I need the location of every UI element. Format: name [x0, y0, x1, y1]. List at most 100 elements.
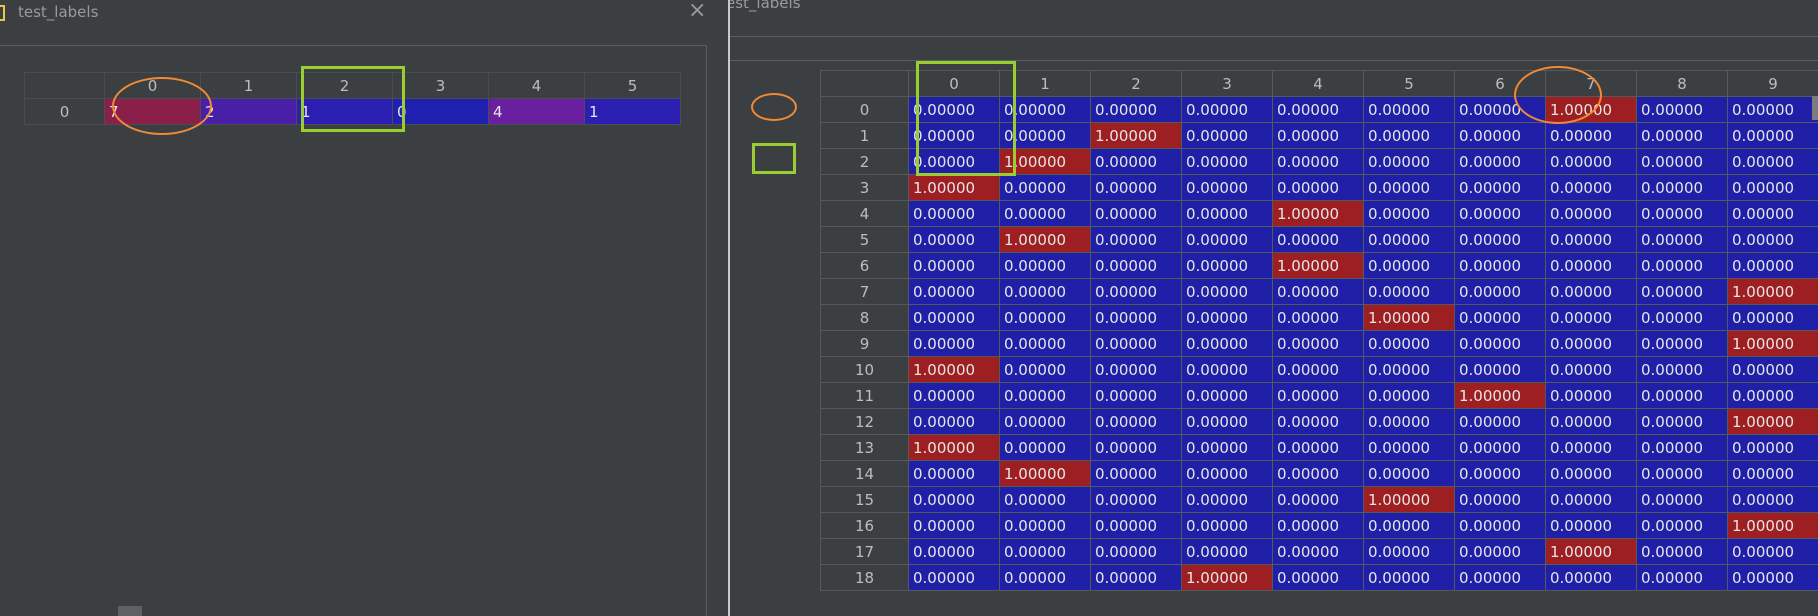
table-cell[interactable]: 0.00000 — [999, 512, 1091, 539]
table-cell[interactable]: 0.00000 — [1454, 564, 1546, 591]
table-cell[interactable]: 0.00000 — [1363, 330, 1455, 357]
table-cell[interactable]: 0.00000 — [1454, 408, 1546, 435]
table-cell[interactable]: 0.00000 — [1181, 200, 1273, 227]
column-header[interactable]: 4 — [1272, 70, 1364, 97]
table-cell[interactable]: 0.00000 — [999, 382, 1091, 409]
table-cell[interactable]: 0.00000 — [1363, 96, 1455, 123]
table-cell[interactable]: 0.00000 — [1727, 174, 1818, 201]
table-cell[interactable]: 0.00000 — [999, 200, 1091, 227]
table-cell[interactable]: 0.00000 — [1272, 512, 1364, 539]
table-cell[interactable]: 0.00000 — [1454, 486, 1546, 513]
table-cell[interactable]: 0.00000 — [999, 486, 1091, 513]
table-cell[interactable]: 0.00000 — [1636, 174, 1728, 201]
table-cell[interactable]: 1.00000 — [1727, 408, 1818, 435]
table-cell[interactable]: 0.00000 — [1636, 96, 1728, 123]
column-header[interactable]: 5 — [1363, 70, 1455, 97]
table-cell[interactable]: 0.00000 — [1272, 304, 1364, 331]
table-cell[interactable]: 1.00000 — [908, 356, 1000, 383]
table-cell[interactable]: 0.00000 — [1636, 200, 1728, 227]
row-header[interactable]: 9 — [820, 330, 909, 357]
table-cell[interactable]: 0.00000 — [1181, 278, 1273, 305]
table-cell[interactable]: 0.00000 — [999, 278, 1091, 305]
table-cell[interactable]: 2 — [200, 98, 297, 125]
table-cell[interactable]: 0.00000 — [999, 564, 1091, 591]
table-cell[interactable]: 1.00000 — [1363, 486, 1455, 513]
row-header[interactable]: 16 — [820, 512, 909, 539]
table-cell[interactable]: 0.00000 — [999, 434, 1091, 461]
table-cell[interactable]: 0.00000 — [1090, 486, 1182, 513]
column-header[interactable]: 0 — [908, 70, 1000, 97]
table-cell[interactable]: 0.00000 — [1545, 408, 1637, 435]
table-cell[interactable]: 0.00000 — [1090, 148, 1182, 175]
table-cell[interactable]: 0.00000 — [1636, 460, 1728, 487]
table-cell[interactable]: 0.00000 — [1272, 330, 1364, 357]
table-cell[interactable]: 0.00000 — [1090, 408, 1182, 435]
table-cell[interactable]: 0.00000 — [1272, 460, 1364, 487]
table-cell[interactable]: 0.00000 — [1636, 512, 1728, 539]
table-cell[interactable]: 0.00000 — [1454, 122, 1546, 149]
table-cell[interactable]: 0.00000 — [1454, 96, 1546, 123]
table-cell[interactable]: 0.00000 — [1090, 434, 1182, 461]
table-cell[interactable]: 0.00000 — [999, 122, 1091, 149]
table-cell[interactable]: 0.00000 — [999, 304, 1091, 331]
table-cell[interactable]: 0.00000 — [908, 538, 1000, 565]
table-cell[interactable]: 0.00000 — [1272, 408, 1364, 435]
table-cell[interactable]: 0.00000 — [1454, 200, 1546, 227]
table-cell[interactable]: 0.00000 — [1636, 304, 1728, 331]
row-header[interactable]: 4 — [820, 200, 909, 227]
table-cell[interactable]: 0.00000 — [1636, 226, 1728, 253]
table-cell[interactable]: 0.00000 — [1636, 252, 1728, 279]
table-cell[interactable]: 0.00000 — [1363, 356, 1455, 383]
table-cell[interactable]: 1.00000 — [999, 148, 1091, 175]
table-cell[interactable]: 0.00000 — [1090, 460, 1182, 487]
table-cell[interactable]: 0.00000 — [1727, 564, 1818, 591]
table-cell[interactable]: 0.00000 — [1363, 382, 1455, 409]
column-header[interactable]: 0 — [104, 72, 201, 99]
table-cell[interactable]: 0.00000 — [1636, 356, 1728, 383]
table-cell[interactable]: 0.00000 — [1727, 226, 1818, 253]
row-header[interactable]: 0 — [820, 96, 909, 123]
table-cell[interactable]: 0.00000 — [1181, 382, 1273, 409]
table-cell[interactable]: 0.00000 — [1181, 330, 1273, 357]
table-cell[interactable]: 1 — [296, 98, 393, 125]
table-cell[interactable]: 0.00000 — [908, 252, 1000, 279]
table-cell[interactable]: 1.00000 — [908, 174, 1000, 201]
table-cell[interactable]: 0.00000 — [1727, 200, 1818, 227]
table-cell[interactable]: 0.00000 — [1363, 148, 1455, 175]
table-cell[interactable]: 0.00000 — [1545, 200, 1637, 227]
table-cell[interactable]: 0.00000 — [1090, 564, 1182, 591]
table-cell[interactable]: 0.00000 — [1545, 226, 1637, 253]
table-cell[interactable]: 0.00000 — [908, 148, 1000, 175]
table-cell[interactable]: 0.00000 — [1363, 226, 1455, 253]
column-header[interactable]: 6 — [1454, 70, 1546, 97]
table-cell[interactable]: 0.00000 — [1272, 122, 1364, 149]
table-cell[interactable]: 0.00000 — [999, 538, 1091, 565]
table-cell[interactable]: 1.00000 — [1363, 304, 1455, 331]
table-cell[interactable]: 0.00000 — [1181, 408, 1273, 435]
column-header[interactable]: 5 — [584, 72, 681, 99]
table-cell[interactable]: 1.00000 — [1272, 200, 1364, 227]
table-cell[interactable]: 0.00000 — [1636, 330, 1728, 357]
table-cell[interactable]: 1.00000 — [1727, 278, 1818, 305]
table-cell[interactable]: 0.00000 — [1545, 122, 1637, 149]
column-header[interactable]: 1 — [200, 72, 297, 99]
table-cell[interactable]: 1.00000 — [1090, 122, 1182, 149]
table-cell[interactable]: 0.00000 — [1363, 252, 1455, 279]
table-cell[interactable]: 0.00000 — [1272, 382, 1364, 409]
table-cell[interactable]: 0.00000 — [1545, 460, 1637, 487]
table-cell[interactable]: 0.00000 — [1454, 330, 1546, 357]
table-cell[interactable]: 0.00000 — [908, 486, 1000, 513]
table-cell[interactable]: 0.00000 — [1454, 148, 1546, 175]
column-header[interactable]: 1 — [999, 70, 1091, 97]
table-cell[interactable]: 0.00000 — [1636, 538, 1728, 565]
row-header[interactable]: 6 — [820, 252, 909, 279]
table-cell[interactable]: 0.00000 — [1363, 278, 1455, 305]
table-cell[interactable]: 0.00000 — [1181, 486, 1273, 513]
table-cell[interactable]: 0.00000 — [999, 408, 1091, 435]
table-cell[interactable]: 0.00000 — [1181, 96, 1273, 123]
row-header[interactable]: 8 — [820, 304, 909, 331]
table-cell[interactable]: 0.00000 — [1363, 460, 1455, 487]
table-cell[interactable]: 1 — [584, 98, 681, 125]
table-cell[interactable]: 0.00000 — [1727, 486, 1818, 513]
column-header[interactable]: 3 — [392, 72, 489, 99]
